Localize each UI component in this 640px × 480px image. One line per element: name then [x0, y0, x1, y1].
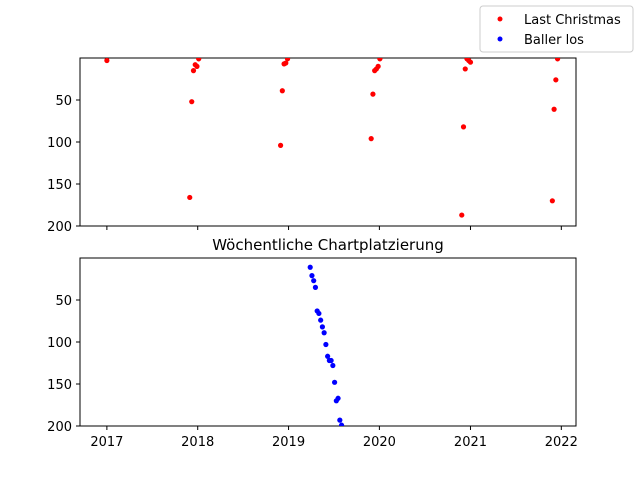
top-y-tick-label: 150 — [47, 178, 72, 193]
bottom-data-point — [321, 330, 327, 336]
legend: Last Christmas Baller los — [479, 5, 634, 53]
bottom-x-tick-label: 2017 — [90, 435, 123, 450]
top-panel: 50 100 150 200 — [47, 57, 577, 235]
top-data-point — [551, 106, 557, 112]
top-data-point — [375, 63, 381, 69]
bottom-x-tick-label: 2020 — [363, 435, 396, 450]
bottom-data-point — [335, 395, 341, 401]
legend-box — [479, 5, 634, 53]
legend-marker-last-christmas — [497, 16, 503, 22]
bottom-data-point — [316, 310, 322, 317]
bottom-data-point — [312, 284, 319, 290]
bottom-data-point — [330, 362, 336, 369]
top-data-point — [277, 142, 284, 148]
bottom-y-tick-label: 200 — [47, 420, 72, 435]
bottom-data-point — [319, 324, 326, 330]
top-data-point — [553, 77, 559, 83]
bottom-data-point — [307, 264, 313, 270]
top-data-point — [554, 58, 561, 62]
bottom-data-point — [337, 417, 343, 423]
bottom-y-tick-label: 100 — [47, 336, 72, 351]
bottom-data-point — [338, 422, 345, 426]
top-data-point — [104, 58, 110, 64]
top-data-point — [194, 63, 200, 69]
top-data-point — [190, 68, 197, 74]
bottom-data-point — [309, 273, 315, 279]
top-data-point — [196, 58, 202, 62]
top-plot-frame — [79, 57, 577, 227]
top-data-point — [370, 91, 376, 97]
bottom-panel: Wöchentliche Chartplatzierung 50 100 150 20… — [47, 236, 578, 450]
bottom-x-tick-label: 2019 — [272, 435, 305, 450]
bottom-x-tick-label: 2022 — [545, 435, 578, 450]
top-data-point — [189, 99, 195, 105]
top-data-point — [377, 58, 383, 62]
top-data-point — [467, 59, 474, 65]
bottom-y-tick-label: 50 — [55, 294, 72, 309]
bottom-data-point — [331, 379, 338, 385]
bottom-data-point — [311, 278, 317, 284]
bottom-chart-title: Wöchentliche Chartplatzierung — [212, 236, 444, 254]
top-y-axis: 50 100 150 200 — [47, 94, 80, 235]
bottom-data-point — [323, 341, 329, 348]
bottom-x-tick-label: 2021 — [454, 435, 487, 450]
bottom-data-point — [318, 317, 324, 323]
bottom-data-point — [325, 353, 331, 359]
top-y-tick-label: 100 — [47, 136, 72, 151]
top-series-last-christmas — [104, 58, 561, 218]
top-y-tick-label: 50 — [55, 94, 72, 109]
bottom-y-tick-label: 150 — [47, 378, 72, 393]
bottom-x-axis: 2017 2018 2019 2020 2021 2022 — [90, 426, 578, 450]
top-data-point — [459, 212, 465, 218]
legend-marker-baller-los — [497, 36, 503, 42]
top-x-axis — [106, 226, 562, 230]
top-data-point — [460, 124, 467, 130]
top-data-point — [279, 88, 285, 94]
legend-label-baller-los: Baller los — [524, 33, 584, 48]
bottom-y-axis: 50 100 150 200 — [47, 294, 80, 435]
bottom-series-baller-los — [307, 264, 345, 426]
bottom-data-point — [328, 357, 334, 364]
top-data-point — [284, 58, 291, 62]
top-data-point — [187, 194, 193, 201]
legend-label-last-christmas: Last Christmas — [524, 13, 621, 28]
bottom-x-tick-label: 2018 — [181, 435, 214, 450]
top-data-point — [462, 66, 468, 72]
top-y-tick-label: 200 — [47, 220, 72, 235]
top-data-point — [549, 198, 555, 204]
top-data-point — [368, 136, 374, 142]
bottom-plot-frame — [79, 257, 577, 427]
top-data-point — [283, 60, 289, 66]
